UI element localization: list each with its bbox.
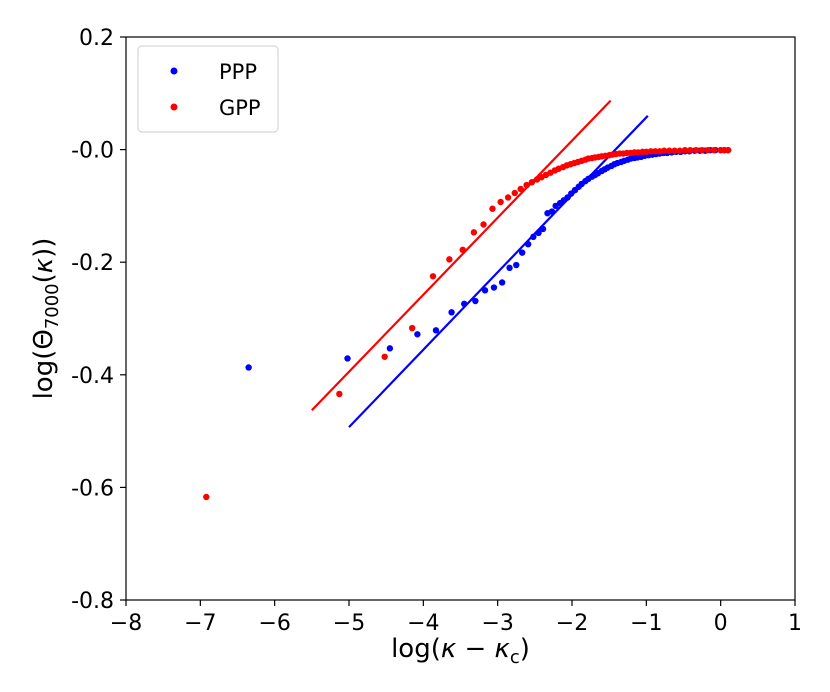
- point-ppp: [481, 287, 489, 294]
- x-tick-label: −4: [407, 611, 439, 636]
- point-ppp: [490, 284, 498, 291]
- point-gpp: [470, 229, 478, 236]
- point-gpp: [652, 148, 659, 155]
- y-axis-label: log(Θ7000(κ)): [29, 238, 63, 400]
- point-gpp: [459, 246, 466, 254]
- x-axis-label: log(κ − κc): [391, 634, 530, 668]
- point-ppp: [530, 233, 537, 241]
- legend-box: [137, 45, 279, 133]
- plot-frame: [125, 36, 796, 601]
- point-gpp: [381, 353, 388, 360]
- point-ppp: [432, 327, 440, 334]
- fit-line-gpp: [311, 99, 612, 412]
- series-ppp: [245, 115, 732, 428]
- point-ppp: [506, 264, 513, 272]
- x-tick-label: 1: [788, 611, 802, 636]
- x-tick-label: 0: [714, 611, 728, 636]
- y-tick-label: -0.4: [71, 364, 114, 389]
- x-tick-label: −7: [184, 611, 216, 636]
- y-tick-label: -0.0: [71, 139, 114, 164]
- point-ppp: [548, 208, 556, 215]
- legend-label-gpp: GPP: [219, 96, 261, 120]
- point-gpp: [429, 273, 437, 280]
- point-gpp: [480, 221, 487, 228]
- point-gpp: [666, 147, 673, 154]
- point-ppp: [448, 309, 455, 316]
- point-ppp: [539, 225, 547, 233]
- point-ppp: [524, 240, 532, 248]
- point-gpp: [523, 181, 530, 189]
- point-gpp: [336, 390, 343, 398]
- x-tick-label: −3: [481, 611, 513, 636]
- series-gpp: [203, 99, 732, 501]
- point-gpp: [671, 147, 678, 154]
- point-ppp: [386, 345, 394, 352]
- point-gpp: [528, 179, 536, 186]
- x-axis: −8 −7 −6 −5 −4 −3 −2 −1 0 1: [110, 600, 802, 636]
- point-gpp: [698, 146, 706, 154]
- legend-marker-ppp: [170, 67, 178, 75]
- point-ppp: [498, 279, 506, 286]
- point-gpp: [203, 493, 210, 501]
- legend-label-ppp: PPP: [219, 60, 257, 84]
- point-ppp: [518, 249, 526, 256]
- point-gpp: [710, 146, 718, 154]
- legend-marker-gpp: [170, 103, 178, 111]
- point-gpp: [692, 146, 700, 154]
- legend: PPP GPP: [137, 45, 279, 133]
- x-tick-label: −5: [333, 611, 365, 636]
- point-gpp: [724, 146, 732, 154]
- point-ppp: [414, 331, 421, 338]
- x-tick-label: −6: [258, 611, 290, 636]
- point-gpp: [647, 148, 654, 155]
- point-gpp: [408, 324, 416, 332]
- point-gpp: [504, 194, 512, 201]
- point-ppp: [472, 297, 479, 305]
- point-gpp: [686, 146, 694, 154]
- point-ppp: [245, 364, 252, 371]
- x-tick-label: −8: [110, 611, 142, 636]
- y-tick-label: -0.2: [71, 251, 114, 276]
- point-ppp: [513, 261, 520, 269]
- point-gpp: [489, 205, 496, 212]
- fit-line-ppp: [348, 115, 649, 428]
- y-tick-label: -0.6: [71, 476, 114, 501]
- point-ppp: [344, 355, 351, 362]
- point-gpp: [704, 146, 712, 154]
- point-gpp: [660, 147, 668, 154]
- y-axis: 0.2 -0.0 -0.2 -0.4 -0.6 -0.8: [71, 26, 126, 614]
- y-tick-label: -0.8: [71, 589, 114, 614]
- point-gpp: [497, 198, 504, 206]
- point-gpp: [681, 146, 689, 154]
- point-gpp: [446, 256, 453, 263]
- plot-area: [203, 99, 732, 501]
- point-ppp: [461, 300, 468, 308]
- y-tick-label: 0.2: [79, 26, 114, 51]
- point-gpp: [676, 147, 683, 154]
- point-ppp: [535, 229, 542, 237]
- x-tick-label: −2: [556, 611, 588, 636]
- x-tick-label: −1: [630, 611, 662, 636]
- point-gpp: [517, 185, 524, 193]
- point-gpp: [511, 189, 518, 197]
